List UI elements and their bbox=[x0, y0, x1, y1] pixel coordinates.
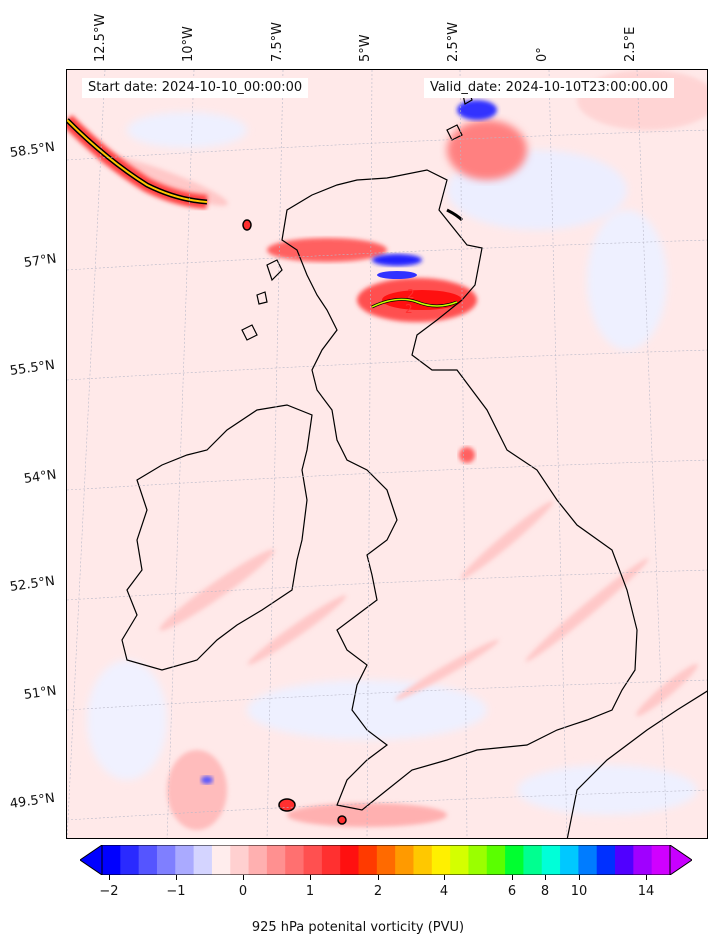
colorbar-bin bbox=[248, 845, 268, 875]
colorbar-bin bbox=[615, 845, 634, 875]
contour-label-1: 2 bbox=[407, 287, 415, 301]
colorbar-bin bbox=[193, 845, 213, 875]
colorbar-bin bbox=[431, 845, 451, 875]
lat-label-58.5n: 58.5°N bbox=[8, 139, 56, 161]
colorbar-bin bbox=[395, 845, 414, 875]
colorbar-bin bbox=[230, 845, 250, 875]
lat-label-54n: 54°N bbox=[22, 467, 58, 487]
colorbar-bin bbox=[303, 845, 323, 875]
cb-tickmark bbox=[646, 875, 647, 880]
colorbar-bin bbox=[468, 845, 488, 875]
colorbar-bin bbox=[651, 845, 671, 875]
pv-field-map: 2 2 bbox=[67, 70, 707, 838]
colorbar-bin bbox=[211, 845, 231, 875]
lon-label-5w: 5°W bbox=[358, 34, 373, 62]
lat-label-49.5n: 49.5°N bbox=[8, 790, 56, 812]
cb-tickmark bbox=[310, 875, 311, 880]
hebrides-islands bbox=[241, 259, 283, 341]
colorbar-bin bbox=[285, 845, 305, 875]
france-coastline bbox=[566, 690, 707, 838]
coastlines bbox=[121, 83, 707, 838]
colorbar-extend-low bbox=[80, 845, 103, 875]
cb-tick-label: 8 bbox=[540, 884, 550, 899]
colorbar-bin bbox=[358, 845, 378, 875]
cb-tickmark bbox=[378, 875, 379, 880]
cb-tick-label: −2 bbox=[99, 884, 119, 899]
colorbar-bin bbox=[541, 845, 561, 875]
cb-tickmark bbox=[512, 875, 513, 880]
colorbar-bin bbox=[156, 845, 176, 875]
colorbar-bin bbox=[120, 845, 140, 875]
cb-tick-label: −1 bbox=[166, 884, 186, 899]
colorbar-bin bbox=[138, 845, 158, 875]
colorbar-bin bbox=[340, 845, 360, 875]
colorbar-bin bbox=[266, 845, 286, 875]
colorbar-extend-high bbox=[669, 845, 692, 875]
graticule bbox=[67, 70, 707, 838]
great-britain-coastline bbox=[281, 169, 638, 811]
cb-tickmark bbox=[444, 875, 445, 880]
cb-tickmark bbox=[545, 875, 546, 880]
valid-date-label: Valid_date: 2024-10-10T23:00:00.00 bbox=[424, 78, 675, 98]
start-date-label: Start date: 2024-10-10_00:00:00 bbox=[82, 78, 309, 98]
colorbar-bin bbox=[486, 845, 506, 875]
map-panel: 2 2 bbox=[66, 69, 708, 839]
colorbar bbox=[80, 845, 692, 875]
colorbar-bin bbox=[102, 845, 121, 875]
colorbar-bin bbox=[633, 845, 653, 875]
lat-label-55.5n: 55.5°N bbox=[8, 357, 56, 379]
cb-tick-label: 4 bbox=[439, 884, 449, 899]
cb-tickmark bbox=[109, 875, 110, 880]
cb-tick-label: 6 bbox=[507, 884, 517, 899]
cb-tickmark bbox=[243, 875, 244, 880]
colorbar-bin bbox=[413, 845, 433, 875]
cb-tickmark bbox=[176, 875, 177, 880]
colorbar-bin bbox=[376, 845, 396, 875]
lon-label-12.5w: 12.5°W bbox=[93, 13, 108, 62]
ireland-coastline bbox=[121, 404, 313, 671]
cb-tick-label: 2 bbox=[373, 884, 383, 899]
colorbar-bin bbox=[560, 845, 579, 875]
colorbar-bins bbox=[102, 845, 671, 875]
colorbar-outline bbox=[101, 845, 671, 875]
cb-tickmark bbox=[579, 875, 580, 880]
lat-label-57n: 57°N bbox=[22, 251, 58, 271]
strong-pv-features bbox=[67, 100, 527, 825]
cb-tick-label: 0 bbox=[238, 884, 248, 899]
colorbar-bin bbox=[523, 845, 543, 875]
lon-label-10w: 10°W bbox=[181, 26, 196, 62]
colorbar-bin bbox=[578, 845, 598, 875]
lat-label-52.5n: 52.5°N bbox=[8, 573, 56, 595]
lon-label-2.5e: 2.5°E bbox=[623, 26, 638, 62]
negative-pv-patches bbox=[87, 112, 697, 815]
cb-tick-label: 10 bbox=[570, 884, 588, 899]
lon-label-2.5w: 2.5°W bbox=[446, 21, 461, 62]
colorbar-bin bbox=[175, 845, 195, 875]
colorbar-label: 925 hPa potenital vorticity (PVU) bbox=[251, 920, 465, 935]
colorbar-bin bbox=[596, 845, 616, 875]
lon-label-7.5w: 7.5°W bbox=[270, 21, 285, 62]
cb-tick-label: 1 bbox=[305, 884, 315, 899]
colorbar-bin bbox=[450, 845, 469, 875]
cb-tick-label: 14 bbox=[637, 884, 655, 899]
lon-label-0: 0° bbox=[535, 47, 550, 62]
contour-label-2: 2 bbox=[405, 302, 413, 316]
colorbar-bin bbox=[505, 845, 524, 875]
colorbar-bin bbox=[321, 845, 341, 875]
lat-label-51n: 51°N bbox=[22, 683, 58, 703]
